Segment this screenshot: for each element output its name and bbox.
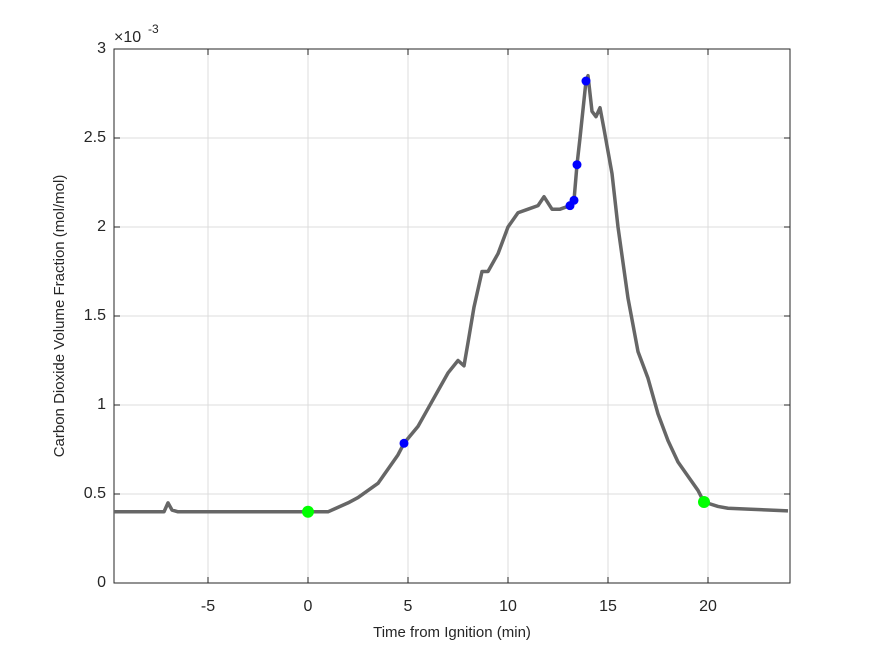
y-tick-label: 2.5 [84, 129, 106, 146]
y-exponent-power: -3 [148, 22, 159, 36]
marker-point [302, 505, 314, 518]
marker-point [698, 496, 710, 509]
y-tick-label: 1.5 [84, 307, 106, 324]
x-tick-label: 15 [599, 598, 617, 615]
x-tick-label: 20 [699, 598, 717, 615]
y-tick-label: 0 [97, 574, 106, 591]
y-exponent-base: ×10 [114, 29, 141, 46]
y-axis-label: Carbon Dioxide Volume Fraction (mol/mol) [51, 175, 68, 458]
y-tick-label: 3 [97, 40, 106, 57]
data-line [114, 73, 789, 514]
marker-point [569, 195, 579, 205]
marker-point [399, 438, 409, 448]
y-tick-label: 2 [97, 218, 106, 235]
y-tick-label: 1 [97, 396, 106, 413]
x-tick-label: 5 [404, 598, 413, 615]
marker-point [581, 76, 591, 86]
x-tick-label: 0 [304, 598, 313, 615]
x-tick-label: 10 [499, 598, 517, 615]
plot-frame [113, 48, 791, 584]
x-axis-label: Time from Ignition (min) [373, 624, 531, 641]
y-tick-label: 0.5 [84, 485, 106, 502]
x-tick-label: -5 [201, 598, 215, 615]
marker-point [572, 160, 582, 170]
